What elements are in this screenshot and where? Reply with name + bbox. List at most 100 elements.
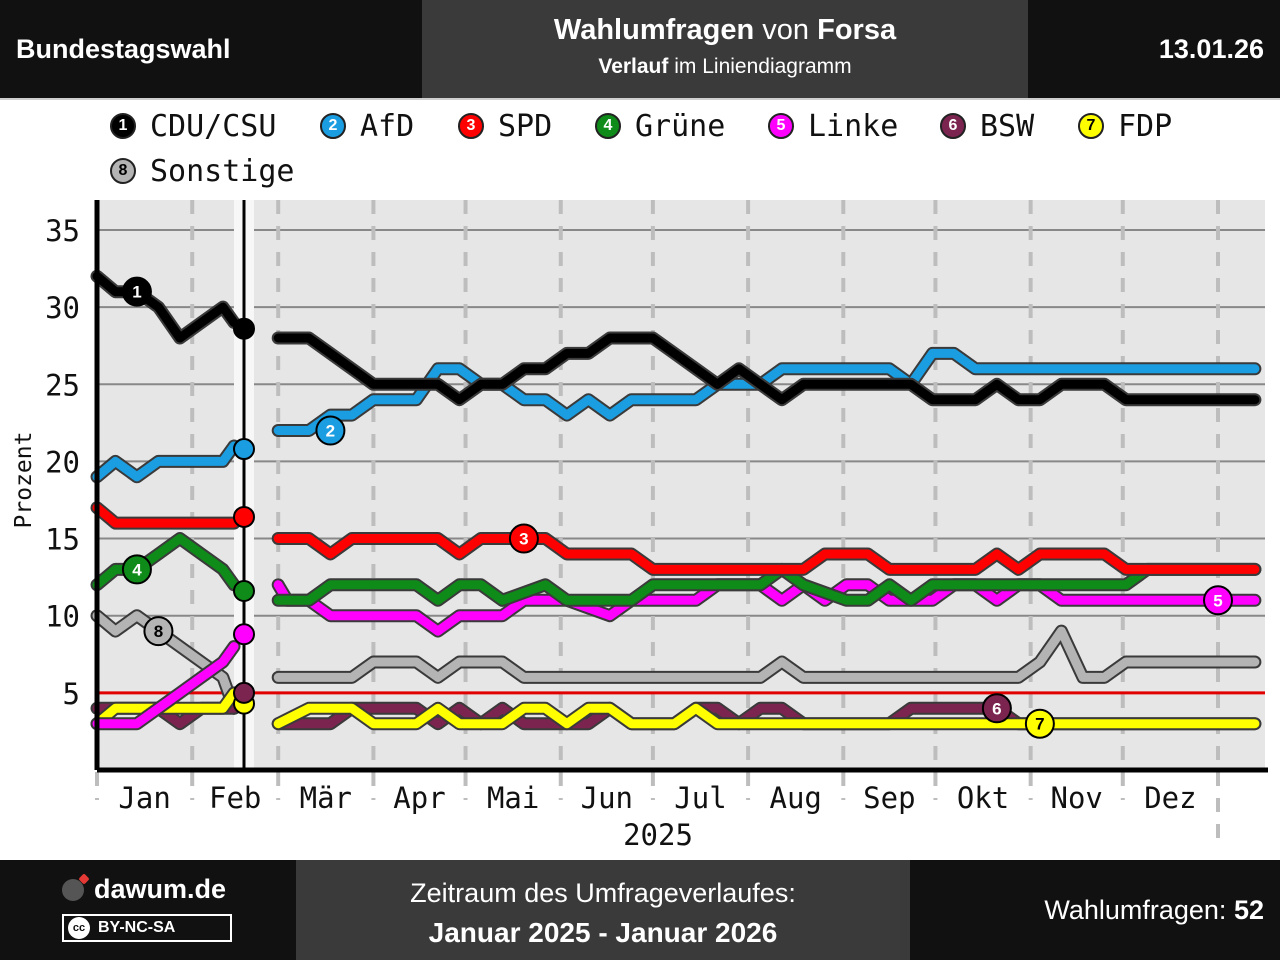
legend-item-CDU/CSU[interactable]: 1 CDU/CSU [110,108,276,144]
license-badge[interactable]: cc BY-NC-SA [62,914,232,942]
month-tick-label: Apr [393,781,445,815]
month-tick-label: Nov [1051,781,1103,815]
series-badge-AfD [315,415,346,446]
x-axis-label: 2025 [623,818,693,852]
legend-badge-icon: 7 [1078,113,1104,139]
series-line-Linke [92,642,239,729]
license-label: BY-NC-SA [98,919,176,936]
month-tick-label: Jun [581,781,633,815]
legend-badge-icon: 5 [768,113,794,139]
legend-item-Sonstige[interactable]: 8 Sonstige [110,153,295,189]
legend-badge-icon: 6 [940,113,966,139]
header-date: 13.01.26 [1158,34,1264,64]
series-badge-Sonstige [143,616,174,647]
period-label: Zeitraum des Umfrageverlaufes: [410,878,796,908]
series-line-FDP [273,703,1260,729]
month-tick-label: Jul [674,781,726,815]
chart-subtitle: Verlauf im Liniendiagramm [422,55,1028,79]
legend-label: SPD [498,108,553,144]
legend-item-FDP[interactable]: 7 FDP [1078,108,1172,144]
series-line-Sonstige [273,626,1260,682]
series-badge-label-FDP: 7 [1035,715,1044,734]
legend-label: Linke [808,108,899,144]
y-tick-label: 5 [63,677,80,711]
month-tick-label: Mär [300,781,352,815]
series-line-CDU/CSU [92,271,239,343]
series-badge-label-BSW: 6 [992,699,1001,718]
series-line-SPD [273,534,1260,574]
legend-item-BSW[interactable]: 6 BSW [940,108,1034,144]
header: Bundestagswahl Wahlumfragen von Forsa Ve… [0,0,1280,98]
month-tick-label: Dez [1144,781,1196,815]
series-badge-SPD [508,523,539,554]
cc-icon: cc [68,917,90,939]
legend-label: FDP [1118,108,1173,144]
series-badge-label-CDU/CSU: 1 [132,283,141,302]
series-line-Grüne [273,564,1260,605]
y-tick-label: 20 [45,445,80,479]
legend-item-Linke[interactable]: 5 Linke [768,108,898,144]
title-part-3: Forsa [817,14,897,46]
title-part-1: Wahlumfragen [553,14,755,46]
series-badge-FDP [1024,708,1055,739]
series-badge-label-Linke: 5 [1213,591,1222,610]
month-tick-label: Okt [957,781,1009,815]
series-line-SPD [92,503,239,528]
subtitle-part-1: Verlauf [598,55,669,78]
election-title: Bundestagswahl [16,34,231,64]
y-tick-label: 30 [45,291,80,325]
brand-label: dawum.de [94,874,227,904]
month-tick-label: Mai [487,781,539,815]
y-tick-label: 10 [45,600,80,634]
header-divider [0,98,1280,100]
y-tick-label: 15 [45,523,80,557]
series-badge-Linke [1203,585,1233,616]
chart-title: Wahlumfragen von Forsa [422,14,1028,47]
y-tick-label: 25 [45,368,80,402]
election-result-marker-Grüne [233,580,255,603]
poll-count-label: Wahlumfragen: [1044,895,1234,925]
series-badge-label-Grüne: 4 [132,560,142,579]
series-badge-Grüne [121,554,152,585]
legend-label: CDU/CSU [150,108,277,144]
series-line-Grüne [92,534,239,590]
series-badge-CDU/CSU [121,276,152,307]
brand[interactable]: dawum.de [62,874,226,905]
legend-badge-icon: 1 [110,113,136,139]
election-result-marker-SPD [233,505,255,528]
legend-item-AfD[interactable]: 2 AfD [320,108,414,144]
y-tick-label: 35 [45,214,80,248]
month-tick-label: Sep [863,781,915,815]
series-badge-label-SPD: 3 [519,530,528,549]
election-result-marker-BSW [233,681,255,704]
plot-background [97,200,1265,770]
poll-count: Wahlumfragen: 52 [1044,860,1264,960]
series-badge-BSW [981,693,1012,724]
y-axis-label: Prozent [11,432,37,529]
month-tick-label: Aug [770,781,822,815]
header-center: Wahlumfragen von Forsa Verlauf im Linien… [422,0,1028,98]
series-line-AfD [92,441,239,482]
series-badge-label-AfD: 2 [326,422,335,441]
month-tick-label: Feb [209,781,261,815]
legend-badge-icon: 2 [320,113,346,139]
legend-badge-icon: 4 [595,113,621,139]
legend-badge-icon: 8 [110,158,136,184]
legend-label: Grüne [635,108,726,144]
poll-count-value: 52 [1233,895,1264,925]
election-result-marker-CDU/CSU [233,317,255,340]
legend-label: Sonstige [150,153,295,189]
legend-label: AfD [360,108,415,144]
footer-brand-area: dawum.de cc BY-NC-SA [0,860,296,960]
legend-item-SPD[interactable]: 3 SPD [458,108,552,144]
election-result-marker-AfD [233,438,255,461]
series-badge-label-Sonstige: 8 [154,622,163,641]
footer-period: Zeitraum des Umfrageverlaufes: Januar 20… [296,860,910,960]
footer: dawum.de cc BY-NC-SA Zeitraum des Umfrage… [0,860,1280,960]
legend-badge-icon: 3 [458,113,484,139]
subtitle-part-2: im Liniendiagramm [668,55,852,78]
month-tick-label: Jan [118,781,170,815]
election-result-marker-Linke [233,623,255,646]
legend-item-Grüne[interactable]: 4 Grüne [595,108,725,144]
